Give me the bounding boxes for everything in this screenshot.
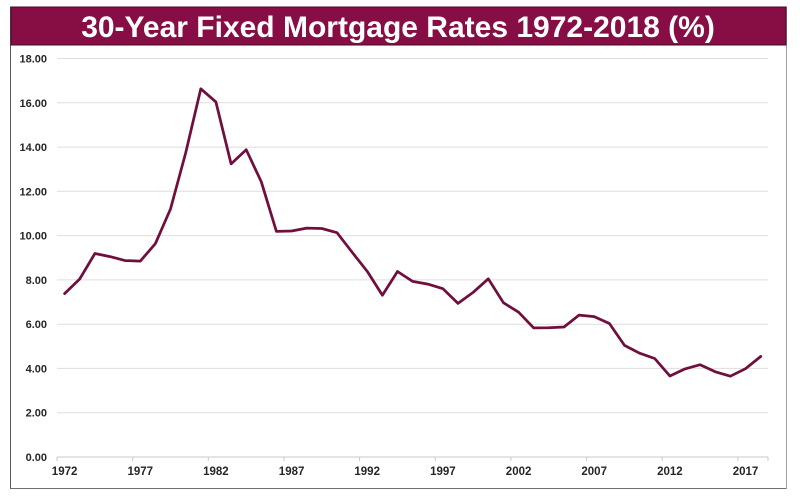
svg-text:18.00: 18.00 bbox=[19, 54, 47, 66]
svg-text:1977: 1977 bbox=[128, 466, 154, 478]
svg-text:2.00: 2.00 bbox=[26, 408, 47, 420]
svg-text:30-Year Fixed Mortgage Rates 1: 30-Year Fixed Mortgage Rates 1972-2018 (… bbox=[81, 11, 715, 44]
svg-text:2007: 2007 bbox=[581, 466, 607, 478]
svg-text:0.00: 0.00 bbox=[26, 452, 47, 464]
svg-text:1997: 1997 bbox=[430, 466, 456, 478]
svg-text:16.00: 16.00 bbox=[19, 98, 47, 110]
svg-text:1992: 1992 bbox=[354, 466, 380, 478]
svg-text:6.00: 6.00 bbox=[26, 319, 47, 331]
svg-text:14.00: 14.00 bbox=[19, 142, 47, 154]
svg-text:4.00: 4.00 bbox=[26, 363, 47, 375]
svg-text:1987: 1987 bbox=[279, 466, 305, 478]
svg-text:1982: 1982 bbox=[203, 466, 229, 478]
svg-text:10.00: 10.00 bbox=[19, 231, 47, 243]
svg-text:2002: 2002 bbox=[506, 466, 532, 478]
svg-text:2017: 2017 bbox=[733, 466, 759, 478]
svg-text:8.00: 8.00 bbox=[26, 275, 47, 287]
svg-text:1972: 1972 bbox=[52, 466, 78, 478]
svg-text:2012: 2012 bbox=[657, 466, 683, 478]
svg-text:12.00: 12.00 bbox=[19, 186, 47, 198]
